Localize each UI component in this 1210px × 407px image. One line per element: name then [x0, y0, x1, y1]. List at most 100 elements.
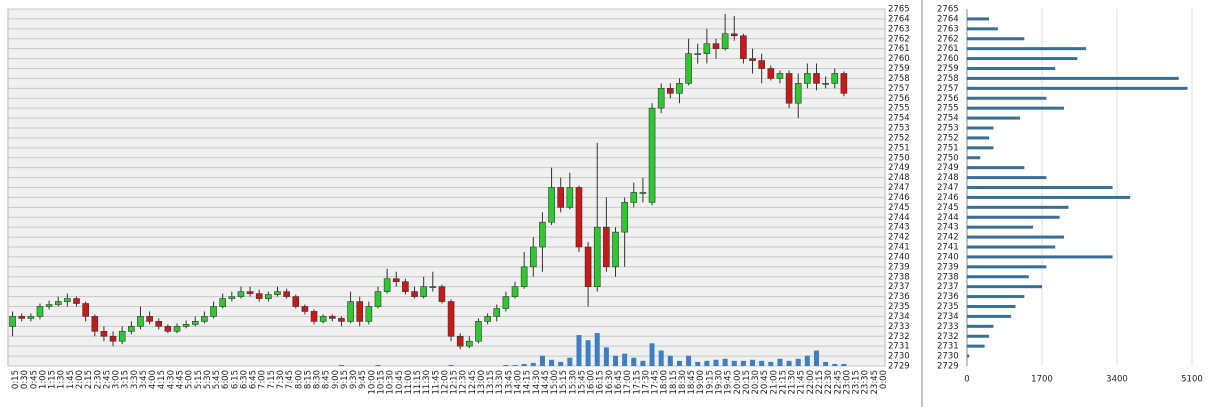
- candle-body: [520, 266, 528, 287]
- y-tick-label: 2752: [888, 133, 910, 143]
- y-tick-label: 2735: [937, 302, 959, 312]
- y-tick-label: 2739: [937, 262, 959, 272]
- profile-bar: [967, 314, 1012, 318]
- profile-bar: [967, 186, 1113, 189]
- x-tick-label: 15:15: [559, 370, 569, 395]
- volume-bar: [530, 362, 536, 366]
- y-tick-label: 2750: [888, 153, 910, 163]
- volume-bar: [750, 359, 756, 366]
- candle-body: [703, 43, 711, 54]
- volume-bar: [823, 361, 829, 366]
- y-tick-label: 2742: [888, 233, 910, 243]
- candle-body: [338, 318, 345, 322]
- x-tick-label: 4:00: [148, 370, 158, 389]
- x-tick-label: 7:00: [258, 370, 268, 389]
- x-tick-label: 7:30: [276, 370, 286, 389]
- candle-body: [255, 293, 263, 299]
- y-tick-label: 2752: [937, 133, 959, 143]
- x-tick-label: 8:15: [303, 370, 313, 389]
- y-tick-label: 2738: [937, 272, 959, 282]
- volume-bar: [338, 364, 344, 366]
- candle-body: [265, 294, 272, 299]
- y-tick-label: 2758: [937, 74, 959, 84]
- y-tick-label: 2737: [937, 282, 959, 292]
- y-tick-label: 2731: [937, 342, 959, 352]
- profile-bar: [967, 116, 1020, 120]
- candle-body: [456, 335, 464, 347]
- x-tick-label: 3:00: [112, 370, 122, 389]
- y-tick-label: 2743: [937, 223, 959, 233]
- y-tick-label: 2732: [888, 332, 910, 342]
- y-tick-label: 2760: [888, 54, 910, 64]
- candle-body: [776, 73, 784, 79]
- candle-body: [128, 326, 135, 332]
- x-tick-label: 6:15: [230, 370, 240, 389]
- candle-body: [155, 321, 163, 327]
- candle-body: [676, 83, 683, 94]
- x-tick-label: 15:30: [568, 370, 578, 395]
- x-tick-label: 0:30: [20, 370, 30, 389]
- candle-body: [91, 316, 99, 332]
- x-tick-label: 0:45: [29, 370, 39, 389]
- candle-body: [529, 246, 537, 268]
- y-tick-label: 2751: [888, 143, 910, 153]
- volume-bar: [795, 358, 801, 366]
- y-tick-label: 2760: [937, 54, 959, 64]
- x-tick-label: 21:45: [797, 370, 807, 395]
- candle-body: [749, 58, 756, 61]
- candle-body: [603, 226, 610, 268]
- x-tick-label: 1:00: [38, 370, 48, 389]
- x-tick-label: 16:15: [596, 370, 606, 395]
- x-tick-label: 13:00: [477, 370, 487, 395]
- x-tick-label: 11:30: [422, 370, 432, 395]
- candle-body: [292, 296, 300, 307]
- y-tick-label: 2731: [888, 342, 910, 352]
- x-tick-label: 0:15: [11, 370, 21, 389]
- profile-bar: [967, 176, 1047, 180]
- x-tick-label: 14:45: [541, 370, 551, 395]
- y-tick-label: 2747: [937, 183, 959, 193]
- candle-body: [438, 286, 446, 302]
- x-tick-label: 4:15: [157, 370, 167, 389]
- profile-bar: [967, 305, 1016, 308]
- x-tick-label: 2:15: [84, 370, 94, 389]
- x-tick-label: 10:00: [367, 370, 377, 395]
- candle-body: [219, 298, 226, 307]
- y-tick-label: 2746: [888, 193, 910, 203]
- volume-bar: [676, 360, 682, 366]
- y-tick-label: 2761: [937, 44, 959, 54]
- profile-bar: [967, 37, 1025, 41]
- y-tick-label: 2741: [937, 243, 959, 253]
- candle-body: [329, 316, 336, 319]
- volume-bar: [603, 347, 609, 366]
- x-tick-label: 10:45: [395, 370, 405, 395]
- y-tick-label: 2739: [888, 262, 910, 272]
- y-tick-label: 2733: [888, 322, 910, 332]
- candle-body: [173, 326, 181, 332]
- profile-bar: [967, 275, 1029, 279]
- profile-bar: [967, 156, 981, 160]
- x-tick-label: 10:15: [376, 370, 386, 395]
- profile-bar: [967, 146, 994, 150]
- y-tick-label: 2758: [888, 74, 910, 84]
- volume-bar: [759, 360, 765, 366]
- profile-bar: [967, 126, 994, 130]
- candle-body: [730, 33, 738, 37]
- y-tick-label: 2734: [937, 312, 959, 322]
- x-tick-label: 16:30: [605, 370, 615, 395]
- profile-bar: [967, 245, 1056, 249]
- x-tick-label: 14:30: [532, 370, 542, 395]
- profile-bar: [967, 136, 990, 140]
- x-tick-label: 6:30: [239, 370, 249, 389]
- candle-body: [840, 73, 848, 94]
- y-tick-label: 2764: [937, 14, 959, 24]
- x-tick-label: 4:45: [176, 370, 186, 389]
- candle-body: [383, 278, 391, 292]
- y-tick-label: 2759: [888, 64, 910, 74]
- y-tick-label: 2736: [888, 292, 910, 302]
- x-tick-label: 2:00: [75, 370, 85, 389]
- x-tick-label: 16:00: [587, 370, 597, 395]
- x-tick-label: 18:30: [678, 370, 688, 395]
- x-tick-label: 14:15: [523, 370, 533, 395]
- volume-bar: [640, 360, 646, 366]
